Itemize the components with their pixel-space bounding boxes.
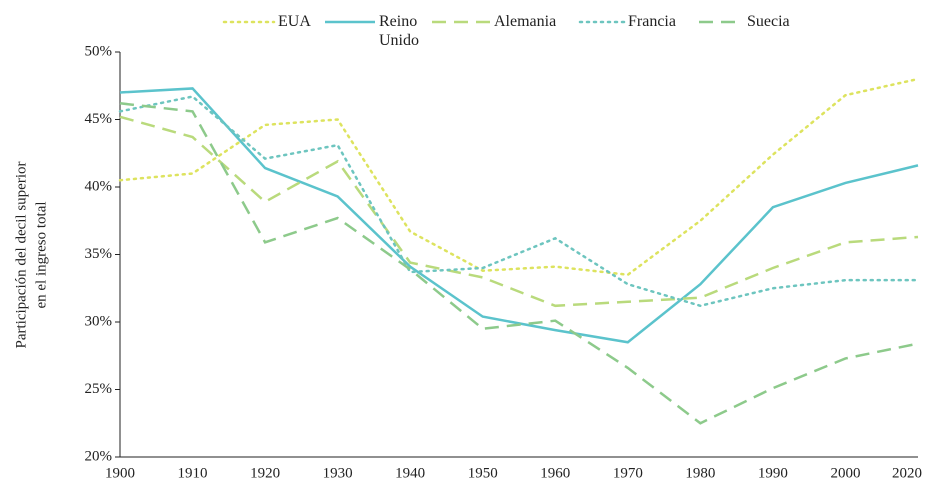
legend-label: Suecia (747, 13, 790, 30)
y-tick-label: 30% (85, 313, 113, 329)
legend-swatch (578, 20, 626, 24)
series-line (118, 95, 920, 308)
legend-label: Reino Unido (379, 13, 419, 49)
y-tick-label: 50% (85, 43, 113, 59)
y-tick-label: 40% (85, 178, 113, 194)
x-tick-label: 1960 (540, 465, 570, 481)
series-line (119, 115, 919, 308)
x-tick-label: 1900 (105, 465, 135, 481)
y-tick-label: 20% (85, 448, 113, 464)
legend-swatch (325, 20, 375, 24)
x-tick-label: 1950 (468, 465, 498, 481)
x-tick-label: 1940 (395, 465, 425, 481)
series-line (119, 87, 919, 344)
y-axis-label: en el ingreso total (33, 201, 49, 308)
x-tick-label: 1990 (758, 465, 788, 481)
x-tick-label: 1910 (178, 465, 208, 481)
x-tick-label: 1970 (613, 465, 643, 481)
y-tick-label: 25% (85, 381, 113, 397)
x-tick-label: 2000 (830, 465, 860, 481)
y-axis-label: Participación del decil superior (13, 161, 29, 348)
x-tick-label: 2020 (892, 465, 922, 481)
legend-swatch (699, 20, 743, 24)
x-tick-label: 1980 (685, 465, 715, 481)
legend-swatch (432, 20, 490, 24)
y-tick-label: 45% (85, 111, 113, 127)
legend-label: Alemania (494, 13, 557, 30)
x-tick-label: 1930 (323, 465, 353, 481)
legend-swatch (222, 20, 276, 24)
series-line (119, 102, 919, 425)
y-tick-label: 35% (85, 246, 113, 262)
legend-label: EUA (278, 13, 311, 30)
series-line (118, 77, 920, 277)
legend-label: Francia (628, 13, 676, 30)
x-tick-label: 1920 (250, 465, 280, 481)
